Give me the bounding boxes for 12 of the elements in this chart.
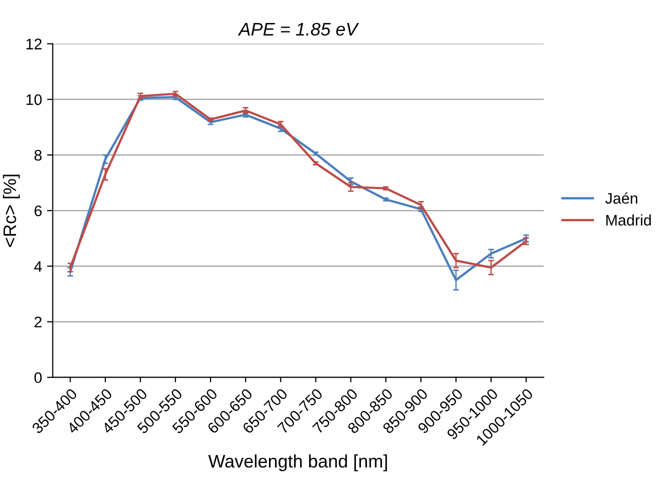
y-tick-label: 12 bbox=[26, 38, 42, 50]
legend-label: Jaén bbox=[605, 192, 638, 204]
y-tick-label: 10 bbox=[26, 94, 42, 106]
y-tick-label: 4 bbox=[34, 261, 42, 272]
x-axis-title: Wavelength band [nm] bbox=[208, 454, 387, 472]
y-tick-label: 2 bbox=[34, 316, 42, 328]
chart-title: APE = 1.85 eV bbox=[238, 22, 360, 36]
y-tick-label: 8 bbox=[34, 150, 42, 161]
legend-label: Madrid bbox=[606, 214, 651, 226]
y-tick-label: 0 bbox=[34, 372, 42, 384]
y-axis-title: <Rc> [%] bbox=[2, 174, 20, 247]
y-tick-label: 6 bbox=[34, 205, 42, 216]
